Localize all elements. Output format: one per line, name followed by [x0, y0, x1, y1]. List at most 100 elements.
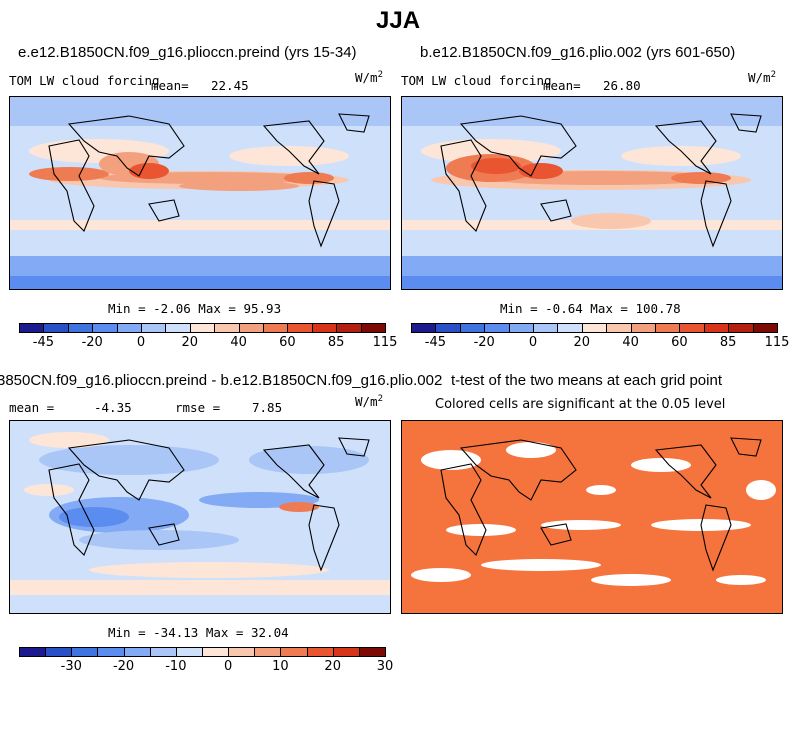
colorbar-tick-label: 85 [719, 335, 737, 350]
panel-3-mean-value: -4.35 [94, 400, 132, 415]
map-1-svg [9, 96, 391, 290]
colorbar-cell [630, 323, 656, 333]
panel-1-colorbar: -45 -20 0 20 40 60 85 115 [19, 323, 397, 353]
colorbar-tick-label: 0 [136, 335, 146, 350]
panel-1-mean-value: 22.45 [211, 78, 249, 93]
colorbar-tick-label: -45 [424, 335, 447, 350]
panel-1-units: W/m2 [355, 70, 383, 86]
significance-fill [401, 420, 783, 614]
colorbar-cell [238, 323, 264, 333]
colorbar-cell [214, 323, 240, 333]
colorbar-cell [332, 647, 360, 657]
panel-1-mean-label: mean= [151, 78, 189, 93]
map-4-svg [401, 420, 783, 614]
colorbar-tick-label: 40 [622, 335, 639, 350]
map-panel-3 [9, 420, 391, 614]
colorbar-cell [358, 647, 386, 657]
colorbar-cell [679, 323, 705, 333]
panel-3-rmse-value: 7.85 [252, 400, 283, 415]
panel-3-minmax: Min = -34.13 Max = 32.04 [108, 625, 289, 640]
colorbar-tick-label: 10 [272, 659, 289, 674]
colorbar-cell [311, 323, 338, 333]
colorbar-cell [189, 323, 216, 333]
colorbar-cell [43, 323, 69, 333]
colorbar-cell [435, 323, 461, 333]
colorbar-cell [202, 647, 230, 657]
colorbar-tick-label: -30 [60, 659, 82, 674]
colorbar-tick-label: 20 [573, 335, 591, 350]
panel-2-units: W/m2 [748, 70, 776, 86]
colorbar-cell [175, 647, 203, 657]
colorbar-tick-label: -45 [32, 335, 55, 350]
colorbar-cell [752, 323, 778, 333]
map-panel-4 [401, 420, 783, 614]
colorbar-tick-label: 0 [224, 659, 233, 674]
colorbar-tick-label: 115 [372, 335, 398, 350]
colorbar-tick-label: 20 [324, 659, 341, 674]
colorbar-cell [287, 323, 313, 333]
colorbar-cell [703, 323, 730, 333]
panel-1-minmax: Min = -2.06 Max = 95.93 [108, 301, 282, 316]
colorbar-cell [141, 323, 167, 333]
colorbar-cell [19, 647, 47, 657]
colorbar-tick-label: -10 [165, 659, 187, 674]
colorbar-cell [254, 647, 282, 657]
colorbar-cell [97, 647, 125, 657]
panel-4-title: t-test of the two means at each grid poi… [451, 372, 722, 389]
colorbar-cell [45, 647, 73, 657]
map-panel-2 [401, 96, 783, 290]
colorbar-cell [508, 323, 534, 333]
colorbar-cell [228, 647, 256, 657]
colorbar-tick-label: 20 [181, 335, 199, 350]
colorbar-cell [67, 323, 94, 333]
colorbar-tick-label: 30 [376, 659, 394, 674]
panel-2-minmax: Min = -0.64 Max = 100.78 [500, 301, 681, 316]
colorbar-cell [728, 323, 754, 333]
colorbar-cell [263, 323, 289, 333]
colorbar-cell [336, 323, 362, 333]
panel-2-mean-label: mean= [543, 78, 581, 93]
panel-3-mean-label: mean = [9, 400, 55, 415]
map-3-svg [9, 420, 391, 614]
colorbar-cell [149, 647, 177, 657]
panel-2-variable-label: TOM LW cloud forcing [401, 73, 552, 88]
colorbar-cell [557, 323, 583, 333]
colorbar-cell [655, 323, 681, 333]
colorbar-tick-label: -20 [112, 659, 135, 674]
colorbar-tick-label: 60 [671, 335, 688, 350]
panel-4-subtitle: Colored cells are significant at the 0.0… [435, 397, 726, 412]
panel-1-variable-label: TOM LW cloud forcing [9, 73, 160, 88]
colorbar-cell [484, 323, 510, 333]
colorbar-cell [306, 647, 334, 657]
colorbar-cell [123, 647, 151, 657]
season-title: JJA [376, 7, 421, 34]
colorbar-cell [92, 323, 118, 333]
colorbar-tick-label: 115 [764, 335, 790, 350]
colorbar-cell [116, 323, 142, 333]
panel-2-title: b.e12.B1850CN.f09_g16.plio.002 (yrs 601-… [420, 44, 736, 61]
colorbar-cell [280, 647, 308, 657]
colorbar-cell [360, 323, 386, 333]
colorbar-tick-label: 85 [327, 335, 345, 350]
colorbar-tick-label: 0 [528, 335, 538, 350]
colorbar-cell [459, 323, 486, 333]
colorbar-tick-label: 40 [230, 335, 247, 350]
colorbar-cell [533, 323, 559, 333]
panel-2-colorbar: -45 -20 0 20 40 60 85 115 [411, 323, 789, 353]
map-2-svg [401, 96, 783, 290]
panel-2-mean-value: 26.80 [603, 78, 641, 93]
panel-3-colorbar: -30 -20 -10 0 10 20 30 [19, 647, 393, 677]
colorbar-tick-label: 60 [279, 335, 296, 350]
colorbar-cell [165, 323, 191, 333]
colorbar-cell [71, 647, 99, 657]
colorbar-cell [411, 323, 437, 333]
panel-1-title: e.e12.B1850CN.f09_g16.plioccn.preind (yr… [18, 44, 357, 61]
colorbar-cell [581, 323, 608, 333]
panel-3-title: 3850CN.f09_g16.plioccn.preind - b.e12.B1… [0, 372, 443, 389]
colorbar-tick-label: -20 [473, 335, 495, 350]
colorbar-cell [606, 323, 632, 333]
map-panel-1 [9, 96, 391, 290]
panel-3-rmse-label: rmse = [175, 400, 221, 415]
colorbar-tick-label: -20 [81, 335, 103, 350]
panel-3-units: W/m2 [355, 394, 383, 410]
